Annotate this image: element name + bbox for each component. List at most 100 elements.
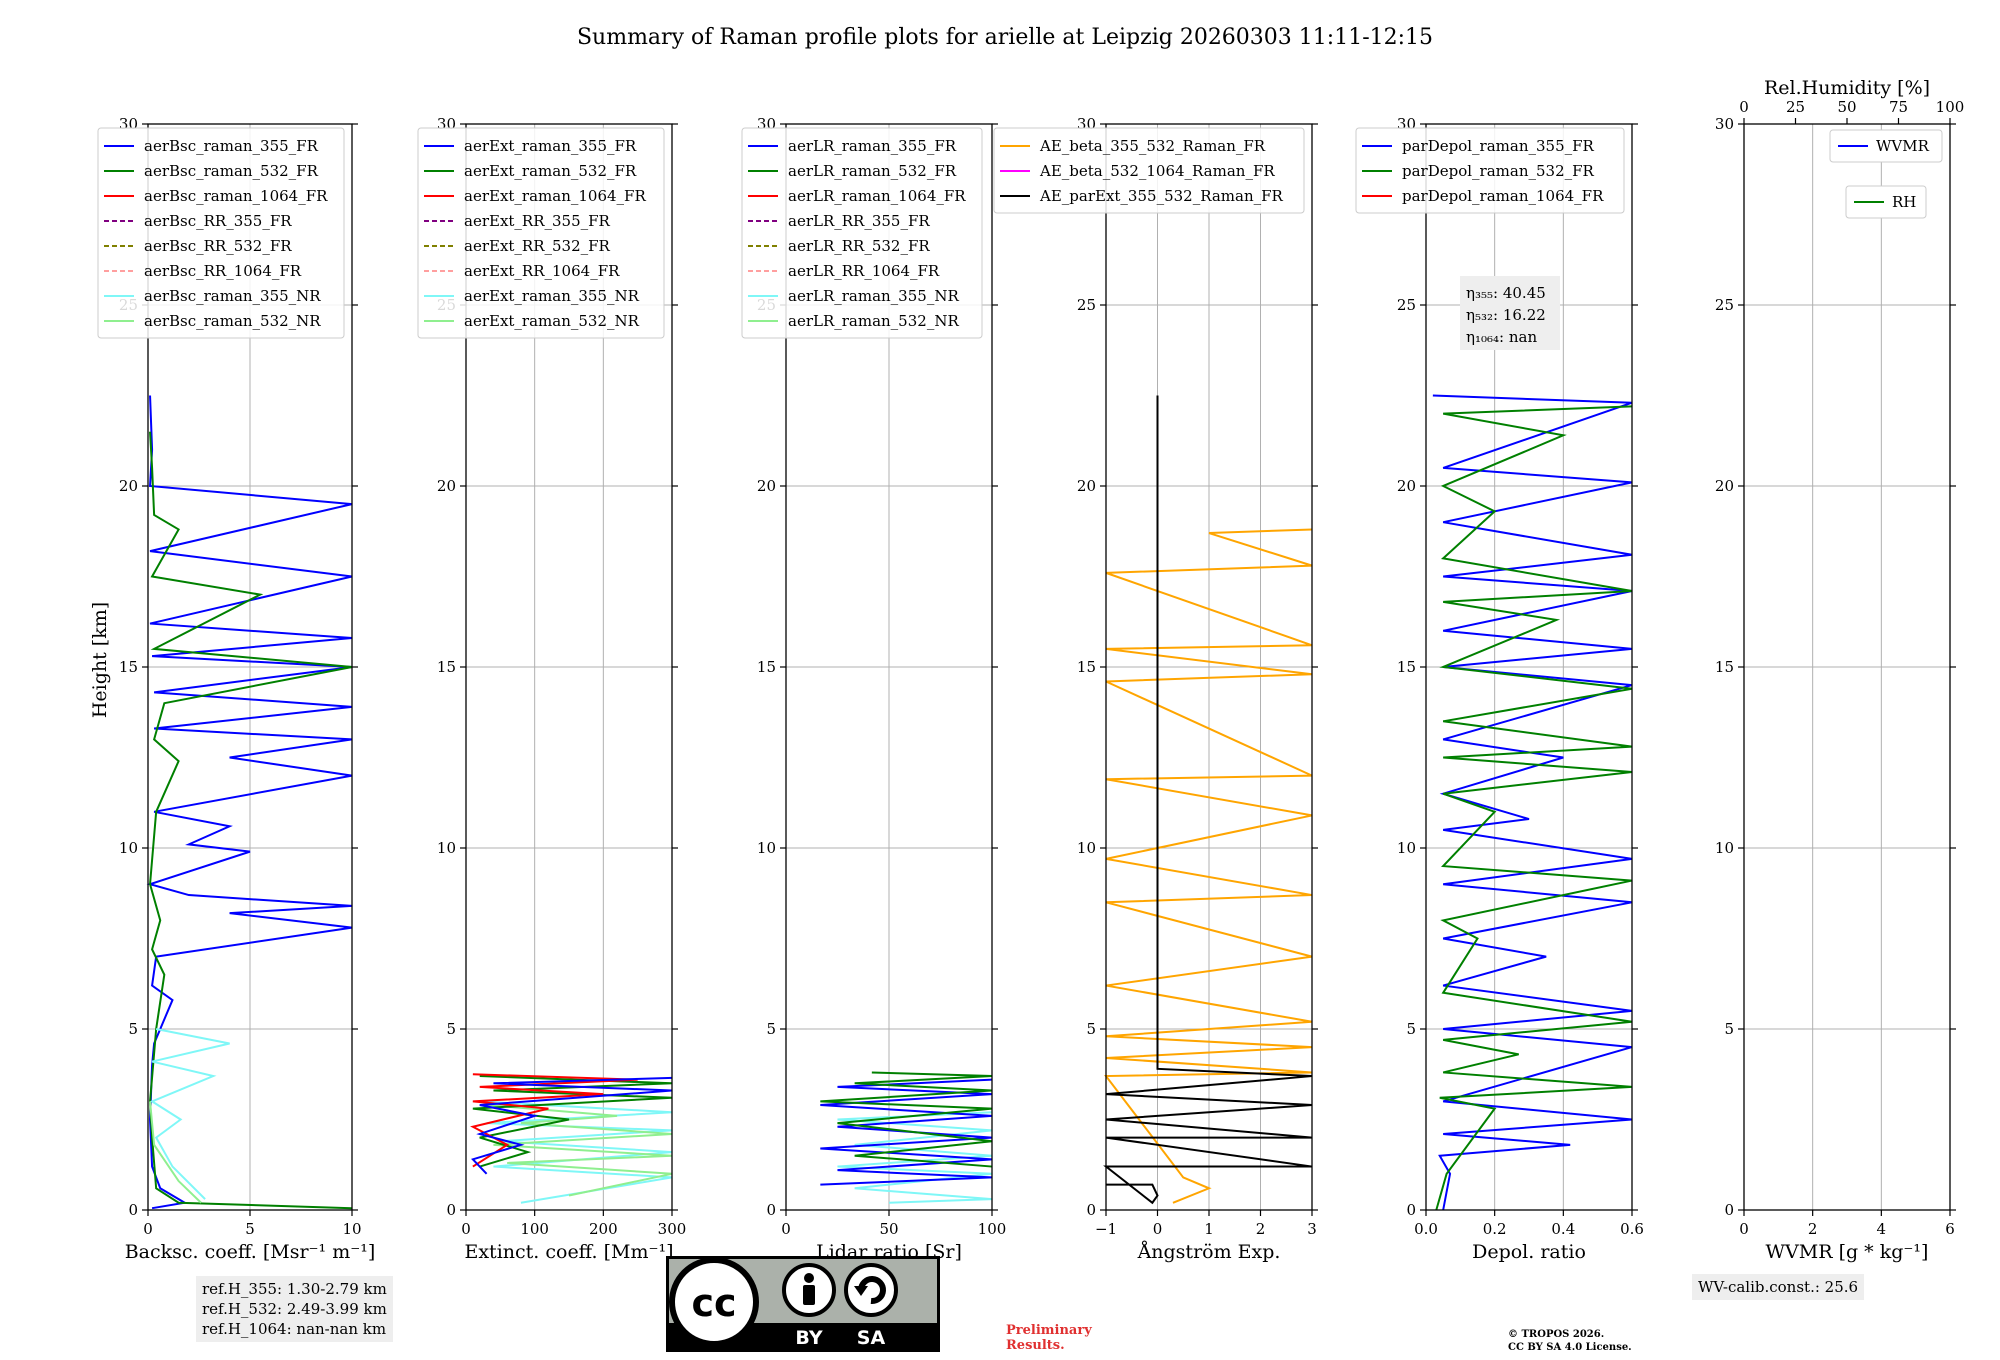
y-tick-label: 15 (1397, 658, 1416, 676)
legend-entry: parDepol_raman_1064_FR (1402, 187, 1604, 205)
preliminary-line-1: Preliminary (1006, 1323, 1092, 1338)
x-tick-label: −1 (1095, 1220, 1117, 1238)
legend-entry: aerLR_RR_355_FR (788, 212, 930, 230)
ref-height-532: ref.H_532: 2.49-3.99 km (202, 1300, 387, 1318)
legend-entry: aerLR_RR_532_FR (788, 237, 930, 255)
x-tick-label: 50 (879, 1220, 898, 1238)
y-tick-label: 20 (757, 477, 776, 495)
legend-entry: AE_beta_355_532_Raman_FR (1039, 137, 1266, 155)
series-aerExt_raman_532_NR (486, 1104, 673, 1197)
y-tick-label: 25 (1397, 296, 1416, 314)
y-tick-label: 5 (1086, 1020, 1096, 1038)
x-axis-label: Depol. ratio (1472, 1241, 1586, 1263)
legend-entry: AE_parExt_355_532_Raman_FR (1039, 187, 1284, 205)
x-axis-label: Backsc. coeff. [Msr⁻¹ m⁻¹] (125, 1241, 376, 1263)
legend-entry: aerExt_RR_355_FR (464, 212, 611, 230)
legend-entry: WVMR (1876, 137, 1930, 155)
eta-box (1460, 276, 1560, 350)
legend-entry: aerBsc_raman_355_NR (144, 287, 321, 305)
y-tick-label: 5 (128, 1020, 138, 1038)
y-tick-label: 15 (1715, 658, 1734, 676)
legend-entry: RH (1892, 193, 1916, 211)
y-tick-label: 5 (766, 1020, 776, 1038)
y-tick-label: 0 (1724, 1201, 1734, 1219)
panel-lidar_ratio: 050100051015202530Lidar ratio [Sr]aerLR_… (741, 115, 1007, 1263)
cc-by-label: BY (795, 1327, 822, 1349)
legend-entry: aerLR_raman_355_FR (788, 137, 957, 155)
y-tick-label: 30 (1715, 115, 1734, 133)
legend-entry: parDepol_raman_355_FR (1402, 137, 1595, 155)
y-axis-label: Height [km] (89, 602, 111, 718)
y-tick-label: 0 (1406, 1201, 1416, 1219)
top-x-tick-label: 25 (1786, 98, 1805, 116)
series-aerExt_raman_355_FR (471, 1076, 673, 1175)
y-tick-label: 10 (1077, 839, 1096, 857)
legend-entry: parDepol_raman_532_FR (1402, 162, 1595, 180)
x-tick-label: 4 (1877, 1220, 1887, 1238)
x-tick-label: 0 (143, 1220, 153, 1238)
x-tick-label: 2 (1808, 1220, 1818, 1238)
x-tick-label: 100 (978, 1220, 1007, 1238)
cc-logo-icon (669, 1257, 759, 1347)
top-x-tick-label: 75 (1889, 98, 1908, 116)
top-x-axis-label: Rel.Humidity [%] (1764, 77, 1930, 99)
legend-entry: aerExt_RR_1064_FR (464, 262, 620, 280)
x-tick-label: 2 (1256, 1220, 1266, 1238)
preliminary-line-2: Results. (1006, 1338, 1065, 1353)
y-tick-label: 0 (1086, 1201, 1096, 1219)
ref-height-355: ref.H_355: 1.30-2.79 km (202, 1280, 387, 1298)
legend-entry: aerExt_raman_355_NR (464, 287, 640, 305)
y-tick-label: 15 (1077, 658, 1096, 676)
wv-calibration-box: WV-calib.const.: 25.6 (1692, 1274, 1865, 1300)
series-aerBsc_raman_355_NR (149, 1028, 230, 1200)
eta-value: η₁₀₆₄: nan (1466, 328, 1537, 346)
y-tick-label: 10 (1715, 839, 1734, 857)
series-aerBsc_raman_355_FR (146, 395, 353, 1210)
x-axis-label: Ångström Exp. (1137, 1241, 1281, 1263)
axes-frame (785, 123, 993, 1211)
legend-entry: aerExt_raman_1064_FR (464, 187, 646, 205)
x-tick-label: 5 (245, 1220, 255, 1238)
series-aerLR_raman_532_FR (820, 1071, 993, 1168)
copyright-line-1: © TROPOS 2026. (1508, 1329, 1605, 1340)
axes-frame (1425, 123, 1633, 1211)
copyright-line-2: CC BY SA 4.0 License. (1508, 1342, 1632, 1353)
figure-title: Summary of Raman profile plots for ariel… (577, 25, 1433, 50)
legend-entry: aerBsc_RR_355_FR (144, 212, 292, 230)
legend-box (1845, 185, 1927, 219)
wv-calibration-constant: WV-calib.const.: 25.6 (1698, 1278, 1859, 1296)
cc-sa-label: SA (857, 1327, 886, 1349)
legend-entry: aerBsc_RR_532_FR (144, 237, 292, 255)
series-AE_parExt_355_532_Raman_FR (1103, 395, 1313, 1205)
legend-entry: aerBsc_raman_355_FR (144, 137, 319, 155)
y-tick-label: 25 (1077, 296, 1096, 314)
legend-box (993, 127, 1305, 214)
x-tick-label: 0 (1153, 1220, 1163, 1238)
y-tick-label: 20 (119, 477, 138, 495)
y-tick-label: 20 (1397, 477, 1416, 495)
y-tick-label: 10 (437, 839, 456, 857)
x-tick-label: 10 (342, 1220, 361, 1238)
share-alike-icon (844, 1263, 898, 1317)
axes-frame (465, 123, 673, 1211)
x-tick-label: 3 (1307, 1220, 1317, 1238)
ref-height-1064: ref.H_1064: nan-nan km (202, 1320, 387, 1338)
legend-entry: aerExt_RR_532_FR (464, 237, 611, 255)
copyright-note: © TROPOS 2026. CC BY SA 4.0 License. (1508, 1328, 1632, 1354)
legend-entry: aerLR_raman_1064_FR (788, 187, 966, 205)
y-tick-label: 5 (446, 1020, 456, 1038)
x-tick-label: 0.2 (1483, 1220, 1507, 1238)
axes-frame (1105, 123, 1313, 1211)
legend-entry: aerLR_raman_532_FR (788, 162, 957, 180)
cc-logo-text: cc (691, 1281, 736, 1325)
y-tick-label: 20 (437, 477, 456, 495)
y-tick-label: 25 (1715, 296, 1734, 314)
top-x-tick-label: 0 (1739, 98, 1749, 116)
x-tick-label: 6 (1945, 1220, 1955, 1238)
eta-value: η₃₅₅: 40.45 (1466, 284, 1546, 302)
y-tick-label: 5 (1406, 1020, 1416, 1038)
preliminary-results-note: Preliminary Results. (1006, 1323, 1092, 1353)
legend-box (741, 127, 983, 339)
